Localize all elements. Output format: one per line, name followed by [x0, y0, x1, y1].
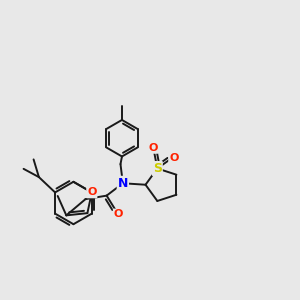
Text: N: N — [118, 177, 128, 190]
Text: O: O — [169, 154, 178, 164]
Text: S: S — [153, 162, 162, 175]
Text: O: O — [148, 143, 158, 153]
Text: O: O — [87, 188, 97, 197]
Text: O: O — [114, 209, 123, 220]
